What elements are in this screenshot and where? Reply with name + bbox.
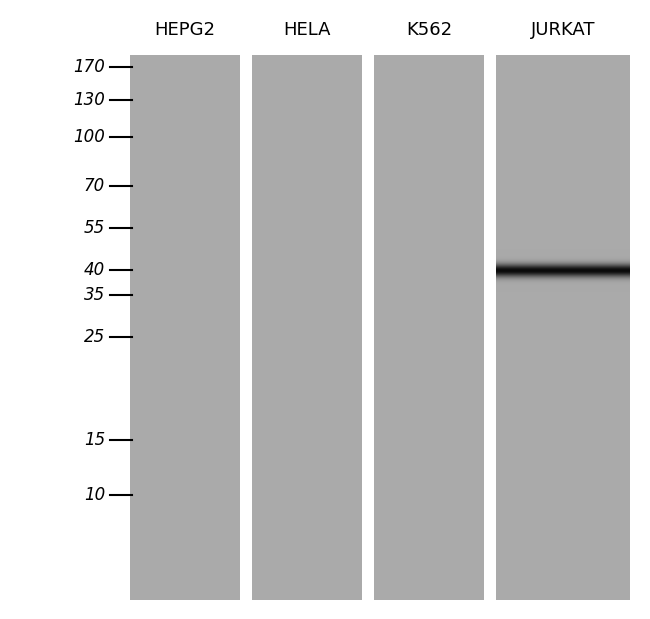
Text: 170: 170 bbox=[73, 58, 105, 76]
Text: 35: 35 bbox=[84, 286, 105, 304]
Text: JURKAT: JURKAT bbox=[531, 21, 595, 39]
Text: 55: 55 bbox=[84, 219, 105, 237]
Text: 100: 100 bbox=[73, 128, 105, 146]
Text: K562: K562 bbox=[406, 21, 452, 39]
Text: 25: 25 bbox=[84, 328, 105, 346]
Text: 15: 15 bbox=[84, 431, 105, 449]
Text: 40: 40 bbox=[84, 261, 105, 279]
Text: 130: 130 bbox=[73, 91, 105, 109]
Text: 70: 70 bbox=[84, 177, 105, 195]
Text: 10: 10 bbox=[84, 486, 105, 504]
Text: HELA: HELA bbox=[283, 21, 331, 39]
Text: HEPG2: HEPG2 bbox=[155, 21, 216, 39]
